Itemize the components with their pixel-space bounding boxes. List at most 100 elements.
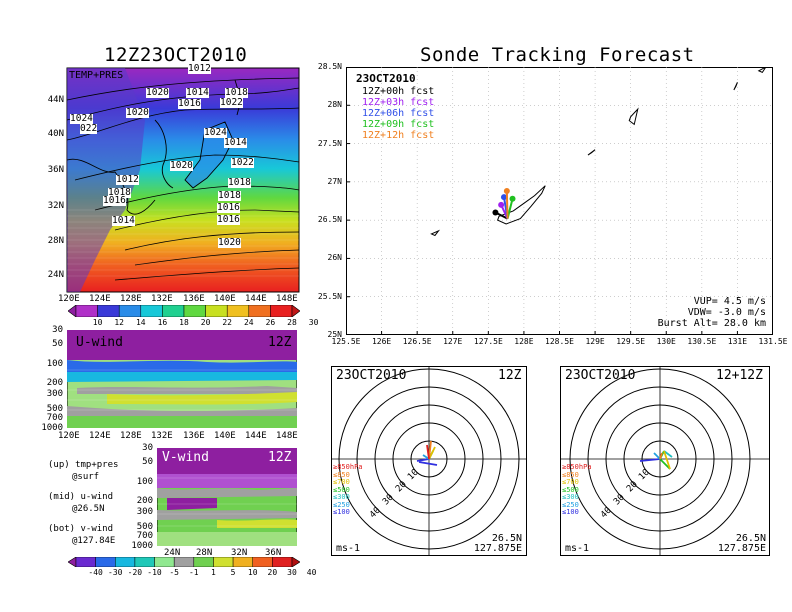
lon-tick-label: 140E: [214, 294, 236, 304]
colorbar-swatch: [154, 557, 175, 567]
isobar-label: 1018: [225, 87, 248, 98]
colorbar-swatch: [272, 557, 293, 567]
forecast-legend-entry: 12Z+12h fcst: [362, 130, 435, 141]
hodograph-now: [331, 366, 527, 556]
u-wind-section: [67, 330, 297, 428]
isobar-label: 1016: [178, 98, 201, 109]
lat-tick-label: 26.5N: [317, 215, 342, 225]
isobar-label: 1014: [112, 215, 135, 226]
pressure-tick: 200: [46, 378, 63, 389]
lon-tick-label: 129E: [585, 337, 605, 346]
colorbar-end: [291, 557, 300, 567]
lat-tick-label: 40N: [47, 129, 64, 139]
v-lat-tick: 36N: [265, 548, 282, 558]
level-legend-entry: ≤100: [562, 508, 579, 516]
colorbar-label: 30: [287, 568, 297, 577]
coastline: [733, 82, 738, 91]
lon-tick-label: 128E: [514, 337, 534, 346]
colorbar-label: 16: [157, 318, 168, 327]
isobar-label: 1012: [188, 63, 211, 74]
isobar-label: 1024: [204, 127, 227, 138]
note-mid: (mid) u-wind: [48, 492, 114, 502]
u-lon-tick: 144E: [245, 431, 267, 441]
pressure-tick: 300: [46, 389, 63, 400]
isobar-label: 1018: [108, 187, 131, 198]
u-lon-tick: 132E: [151, 431, 173, 441]
colorbar-label: 18: [179, 318, 189, 327]
temperature-colorbar: [68, 305, 300, 317]
u-wind-label: U-wind: [76, 335, 123, 350]
pressure-tick: 100: [46, 358, 63, 369]
wind-vector: [639, 458, 661, 462]
sonde-track: [505, 191, 509, 219]
colorbar-swatch: [248, 305, 271, 317]
coastline: [496, 185, 546, 225]
coastline: [430, 229, 441, 237]
isobar-label: 1016: [217, 202, 240, 213]
lat-tick-label: 36N: [47, 165, 64, 175]
landing-point: [503, 188, 510, 195]
v-lat-tick: 32N: [231, 548, 248, 558]
colorbar-label: -1: [188, 568, 199, 577]
colorbar-end: [291, 305, 300, 317]
lon-tick-label: 125.5E: [331, 337, 361, 346]
colorbar-label: 10: [247, 568, 258, 577]
colorbar-label: 20: [200, 318, 211, 327]
colorbar-label: 1: [211, 568, 216, 577]
wind-vector: [659, 458, 671, 470]
wind-vector: [659, 452, 663, 460]
level-legend-entry: ≥850hPa: [333, 463, 363, 471]
colorbar-label: 40: [306, 568, 317, 577]
lat-tick-label: 26N: [327, 253, 342, 263]
colorbar-swatch: [173, 557, 195, 567]
lon-tick-label: 127E: [443, 337, 463, 346]
v-wind-time: 12Z: [268, 450, 292, 465]
pressure-tick: 700: [136, 531, 153, 542]
colorbar-label: 26: [265, 318, 276, 327]
isobar-label: 1020: [170, 160, 193, 171]
hodo-l-units: ms-1: [336, 543, 361, 554]
level-legend-entry: ≤250: [562, 500, 579, 509]
lon-tick-label: 144E: [245, 294, 267, 304]
colorbar-swatch: [140, 305, 163, 317]
hodo-r-lon: 127.875E: [717, 543, 766, 554]
hodograph-frame: [560, 366, 770, 556]
isobar-label: 1020: [126, 107, 149, 118]
lat-tick-label: 28N: [47, 236, 64, 246]
colorbar-swatch: [213, 557, 234, 567]
u-lon-tick: 136E: [183, 431, 205, 441]
pressure-tick: 500: [136, 521, 153, 532]
colorbar-end: [68, 305, 77, 317]
pressure-tick: 300: [136, 507, 153, 518]
colorbar-swatch: [162, 305, 185, 317]
wind-colorbar: [68, 557, 300, 567]
wind-vector: [418, 461, 438, 466]
wind-vector: [653, 452, 661, 460]
pressure-tick: 30: [52, 325, 63, 335]
hodo-l-lat: 26.5N: [491, 533, 522, 544]
lat-tick-label: 25N: [327, 330, 342, 339]
colorbar-label: -30: [108, 568, 123, 577]
isobar-label: 1014: [224, 137, 247, 148]
colorbar-swatch: [134, 557, 155, 567]
isobar-label: 1018: [218, 190, 241, 201]
lat-tick-label: 27.5N: [317, 138, 342, 148]
colorbar-end: [68, 557, 77, 567]
isobar-label: 022: [80, 123, 98, 134]
u-wind-time: 12Z: [268, 335, 292, 350]
v-wind-section: [157, 448, 297, 546]
u-lon-tick: 120E: [58, 431, 80, 441]
level-legend-entry: ≤850: [562, 470, 579, 479]
hodo-r-units: ms-1: [565, 543, 590, 554]
pressure-tick: 1000: [131, 541, 153, 551]
main-title: Sonde Tracking Forecast: [420, 44, 695, 66]
u-lon-tick: 148E: [276, 431, 298, 441]
colorbar-swatch: [226, 305, 250, 317]
colorbar-label: -40: [88, 568, 103, 577]
colorbar-label: 14: [135, 318, 146, 327]
u-lon-tick: 124E: [89, 431, 111, 441]
lon-tick-label: 130.5E: [687, 337, 717, 346]
landing-point: [509, 195, 516, 202]
pressure-tick: 1000: [41, 423, 63, 433]
note-up-level: @surf: [72, 472, 100, 482]
